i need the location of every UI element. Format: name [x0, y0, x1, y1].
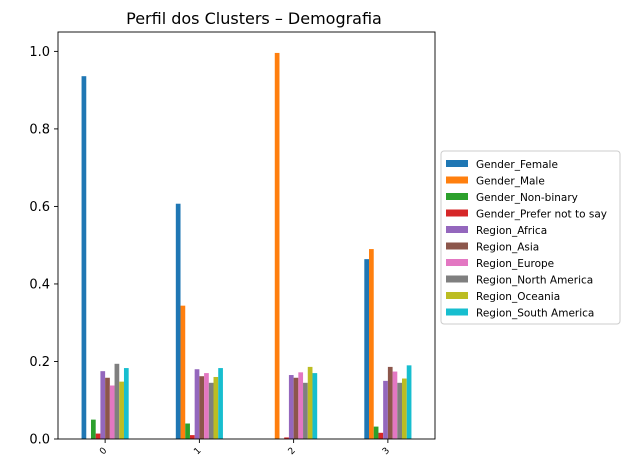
legend-label: Gender_Prefer not to say [476, 209, 607, 221]
legend-swatch [446, 308, 468, 316]
x-tick-label: 3 [381, 446, 392, 457]
bar-region-north-america-cluster-2 [303, 382, 308, 439]
y-tick-label: 0.2 [29, 355, 50, 370]
bar-gender-female-cluster-3 [364, 259, 370, 439]
legend-swatch [446, 226, 468, 233]
bar-gender-non-binary-cluster-3 [373, 426, 379, 439]
bar-region-south-america-cluster-3 [406, 365, 412, 439]
bar-gender-non-binary-cluster-0 [90, 419, 96, 439]
bar-region-north-america-cluster-1 [208, 382, 214, 439]
y-tick-label: 1.0 [29, 45, 50, 60]
legend-label: Region_Europe [476, 258, 554, 270]
bar-region-asia-cluster-0 [105, 377, 110, 439]
axes-frame [57, 31, 436, 440]
legend-label: Gender_Non-binary [476, 192, 578, 204]
bar-region-asia-cluster-1 [199, 376, 205, 439]
bar-region-africa-cluster-2 [288, 375, 294, 439]
bar-gender-non-binary-cluster-1 [185, 423, 190, 439]
bar-gender-female-cluster-1 [175, 203, 181, 439]
legend-label: Region_South America [476, 308, 594, 320]
bar-region-europe-cluster-2 [298, 372, 304, 439]
legend-swatch [446, 275, 468, 283]
bar-gender-female-cluster-0 [81, 76, 87, 439]
bar-region-oceania-cluster-3 [402, 378, 407, 439]
y-tick-label: 0.0 [29, 433, 50, 448]
bar-gender-prefer-not-to-say-cluster-3 [378, 432, 384, 439]
bar-gender-prefer-not-to-say-cluster-1 [189, 435, 195, 439]
legend-label: Region_Asia [476, 242, 539, 254]
bar-region-europe-cluster-3 [392, 371, 398, 439]
bar-region-africa-cluster-1 [194, 369, 200, 439]
y-tick-label: 0.4 [29, 277, 50, 292]
bar-region-europe-cluster-0 [109, 385, 115, 439]
bar-region-africa-cluster-0 [100, 371, 106, 439]
legend-swatch [446, 193, 468, 200]
y-tick-label: 0.8 [29, 122, 50, 137]
legend-swatch [446, 242, 468, 250]
legend-swatch [446, 209, 468, 217]
bar-region-south-america-cluster-0 [123, 368, 129, 439]
bar-region-asia-cluster-2 [293, 377, 299, 439]
y-tick-label: 0.6 [29, 200, 50, 215]
legend-label: Region_Africa [476, 225, 547, 237]
chart-title: Perfil dos Clusters – Demografia [126, 9, 382, 28]
legend-label: Gender_Male [476, 176, 545, 188]
x-tick-label: 0 [98, 446, 109, 457]
bar-region-oceania-cluster-2 [307, 366, 313, 439]
bar-gender-male-cluster-1 [180, 305, 186, 439]
bar-gender-male-cluster-2 [274, 52, 280, 440]
x-tick-label: 2 [287, 446, 298, 457]
legend-label: Gender_Female [476, 159, 558, 171]
bar-gender-prefer-not-to-say-cluster-0 [95, 433, 101, 439]
bar-region-africa-cluster-3 [383, 380, 388, 439]
bar-region-europe-cluster-1 [204, 373, 209, 439]
legend-label: Region_Oceania [476, 291, 560, 303]
bar-region-oceania-cluster-1 [213, 376, 219, 439]
legend-label: Region_North America [476, 275, 593, 287]
bar-region-north-america-cluster-0 [114, 363, 120, 439]
bar-region-south-america-cluster-2 [312, 373, 318, 439]
bar-region-south-america-cluster-1 [218, 368, 223, 439]
legend-swatch [446, 259, 468, 266]
x-tick-label: 1 [192, 446, 203, 457]
bar-region-oceania-cluster-0 [119, 381, 124, 439]
legend: Gender_Female Gender_Male Gender_Non-binar… [440, 150, 621, 325]
bar-region-asia-cluster-3 [387, 366, 393, 439]
legend-swatch [446, 160, 468, 167]
bar-gender-male-cluster-3 [369, 249, 374, 439]
bar-region-north-america-cluster-3 [397, 382, 403, 439]
legend-box [440, 150, 621, 325]
legend-swatch [446, 292, 468, 299]
plot-area: 0.0 0.2 0.4 0.6 0.8 1.0 0 1 2 3 [29, 31, 436, 457]
bar-gender-prefer-not-to-say-cluster-2 [284, 437, 289, 439]
legend-swatch [446, 176, 468, 184]
